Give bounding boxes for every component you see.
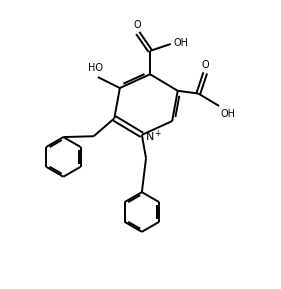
Text: OH: OH <box>220 109 235 119</box>
Text: O: O <box>202 60 210 70</box>
Text: O: O <box>133 20 141 30</box>
Text: N$^+$: N$^+$ <box>145 129 163 144</box>
Text: HO: HO <box>88 63 103 73</box>
Text: OH: OH <box>173 38 188 48</box>
